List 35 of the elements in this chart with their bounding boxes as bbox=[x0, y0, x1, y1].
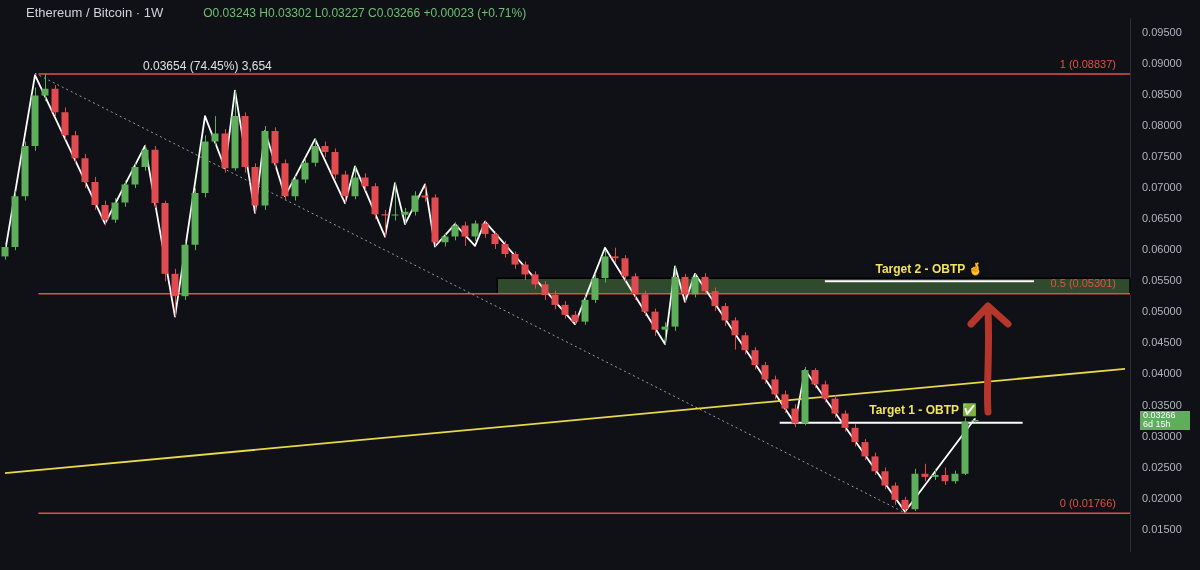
candlestick bbox=[611, 247, 619, 264]
y-tick-label: 0.06500 bbox=[1142, 212, 1182, 225]
y-tick-label: 0.02000 bbox=[1142, 491, 1182, 504]
y-tick-label: 0.07500 bbox=[1142, 150, 1182, 163]
candlestick bbox=[461, 221, 469, 247]
ref-line-label: Target 2 - OBTP 🤞 bbox=[875, 261, 984, 276]
y-tick-label: 0.08000 bbox=[1142, 119, 1182, 132]
y-tick-label: 0.05500 bbox=[1142, 274, 1182, 287]
chart-subtitle: O0.03243 H0.03302 L0.03227 C0.03266 +0.00023 (+0.71%) bbox=[203, 6, 527, 20]
annotation: 0.03654 (74.45%) 3,654 bbox=[143, 59, 273, 74]
y-tick-label: 0.03000 bbox=[1142, 429, 1182, 442]
y-tick-label: 0.05000 bbox=[1142, 305, 1182, 318]
candlestick bbox=[211, 115, 219, 147]
y-tick-label: 0.08500 bbox=[1142, 88, 1182, 101]
candlestick bbox=[931, 468, 939, 481]
y-tick-label: 0.03500 bbox=[1142, 398, 1182, 411]
candlestick bbox=[821, 380, 829, 403]
y-tick-label: 0.07000 bbox=[1142, 181, 1182, 194]
ref-line-label: 0.5 (0.05301) bbox=[1050, 277, 1116, 290]
y-tick-label: 0.02500 bbox=[1142, 460, 1182, 473]
y-tick-label: 0.09000 bbox=[1142, 56, 1182, 69]
y-tick-label: 0.06000 bbox=[1142, 243, 1182, 256]
text: 6d 15h bbox=[1143, 419, 1171, 430]
y-tick-label: 0.09500 bbox=[1142, 25, 1182, 38]
ref-line-label: Target 1 - OBTP ✅ bbox=[869, 403, 978, 418]
text: 0.03266 bbox=[1143, 410, 1176, 421]
ref-line-label: 0 (0.01766) bbox=[1059, 496, 1116, 509]
y-tick-label: 0.01500 bbox=[1142, 522, 1182, 535]
y-tick-label: 0.04500 bbox=[1142, 336, 1182, 349]
ref-line-label: 1 (0.08837) bbox=[1059, 57, 1116, 70]
chart-title: Ethereum / Bitcoin · 1W bbox=[26, 5, 164, 20]
candlestick bbox=[451, 221, 459, 241]
y-tick-label: 0.04000 bbox=[1142, 367, 1182, 380]
candlestick bbox=[881, 467, 889, 490]
candlestick bbox=[781, 390, 789, 414]
